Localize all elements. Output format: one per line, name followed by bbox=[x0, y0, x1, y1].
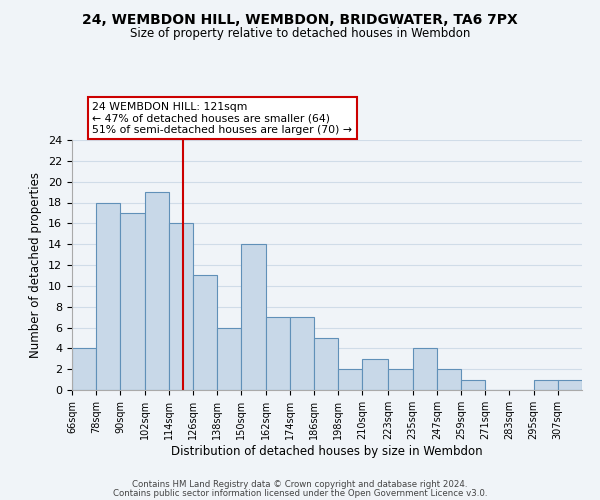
Bar bbox=[96, 202, 121, 390]
Bar bbox=[413, 348, 437, 390]
Bar bbox=[217, 328, 241, 390]
Bar bbox=[241, 244, 266, 390]
Text: 24, WEMBDON HILL, WEMBDON, BRIDGWATER, TA6 7PX: 24, WEMBDON HILL, WEMBDON, BRIDGWATER, T… bbox=[82, 12, 518, 26]
Bar bbox=[388, 369, 413, 390]
Bar bbox=[145, 192, 169, 390]
Bar bbox=[314, 338, 338, 390]
Text: Contains HM Land Registry data © Crown copyright and database right 2024.: Contains HM Land Registry data © Crown c… bbox=[132, 480, 468, 489]
Text: Size of property relative to detached houses in Wembdon: Size of property relative to detached ho… bbox=[130, 28, 470, 40]
X-axis label: Distribution of detached houses by size in Wembdon: Distribution of detached houses by size … bbox=[171, 444, 483, 458]
Bar bbox=[290, 317, 314, 390]
Bar bbox=[72, 348, 96, 390]
Text: Contains public sector information licensed under the Open Government Licence v3: Contains public sector information licen… bbox=[113, 488, 487, 498]
Y-axis label: Number of detached properties: Number of detached properties bbox=[29, 172, 43, 358]
Bar bbox=[266, 317, 290, 390]
Bar bbox=[461, 380, 485, 390]
Bar bbox=[169, 224, 193, 390]
Bar bbox=[338, 369, 362, 390]
Bar bbox=[437, 369, 461, 390]
Bar bbox=[558, 380, 582, 390]
Bar bbox=[362, 359, 388, 390]
Text: 24 WEMBDON HILL: 121sqm
← 47% of detached houses are smaller (64)
51% of semi-de: 24 WEMBDON HILL: 121sqm ← 47% of detache… bbox=[92, 102, 352, 135]
Bar bbox=[193, 276, 217, 390]
Bar bbox=[533, 380, 558, 390]
Bar bbox=[121, 213, 145, 390]
